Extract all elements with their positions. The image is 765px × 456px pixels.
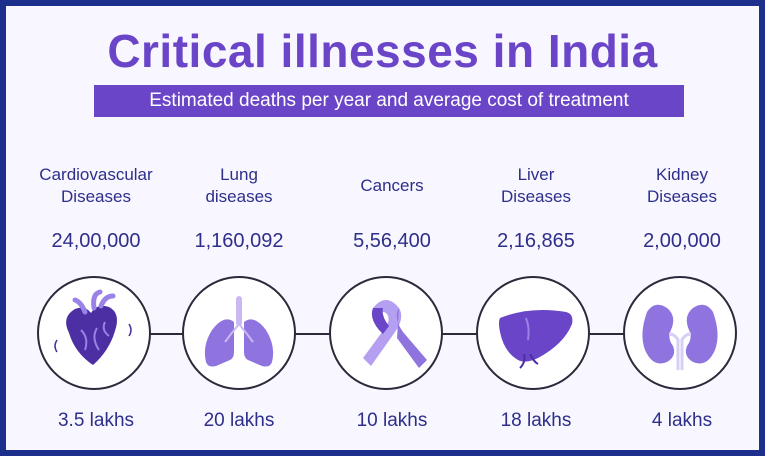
deaths-value: 2,00,000 — [643, 230, 721, 252]
page-title: Critical illnesses in India — [107, 25, 658, 77]
disease-name: Cardiovascular Diseases — [39, 165, 153, 206]
heart-circle — [37, 276, 151, 390]
kidney-circle — [623, 276, 737, 390]
disease-name: Liver Diseases — [501, 165, 571, 206]
liver-icon — [499, 310, 573, 369]
lungs-circle — [182, 276, 296, 390]
cancer-ribbon-icon — [363, 300, 427, 368]
disease-column-cancers: Cancers 5,56,400 10 lakhs — [312, 6, 472, 456]
subtitle: Estimated deaths per year and average co… — [149, 90, 629, 111]
disease-column-liver: Liver Diseases 2,16,865 18 lakhs — [456, 6, 616, 456]
lungs-icon — [204, 296, 274, 367]
disease-column-lung: Lung diseases 1,160,092 20 lakhs — [159, 6, 319, 456]
deaths-value: 24,00,000 — [51, 230, 141, 252]
liver-circle — [476, 276, 590, 390]
deaths-value: 2,16,865 — [497, 230, 575, 252]
disease-name: Cancers — [360, 176, 424, 195]
subtitle-banner: Estimated deaths per year and average co… — [94, 85, 684, 117]
disease-name: Lung diseases — [205, 165, 273, 206]
cost-value: 20 lakhs — [203, 410, 275, 431]
disease-name: Kidney Diseases — [647, 165, 717, 206]
cost-value: 4 lakhs — [651, 410, 713, 431]
cost-value: 3.5 lakhs — [57, 410, 135, 431]
heart-icon — [54, 289, 132, 365]
cost-value: 10 lakhs — [356, 410, 428, 431]
deaths-value: 1,160,092 — [194, 230, 284, 252]
deaths-value: 5,56,400 — [353, 230, 431, 252]
kidney-icon — [642, 304, 718, 370]
disease-column-kidney: Kidney Diseases 2,00,000 4 lakhs — [602, 6, 762, 456]
disease-column-cardiovascular: Cardiovascular Diseases 24,00,000 3.5 lak… — [16, 6, 176, 456]
cancer-circle — [329, 276, 443, 390]
cost-value: 18 lakhs — [500, 410, 572, 431]
